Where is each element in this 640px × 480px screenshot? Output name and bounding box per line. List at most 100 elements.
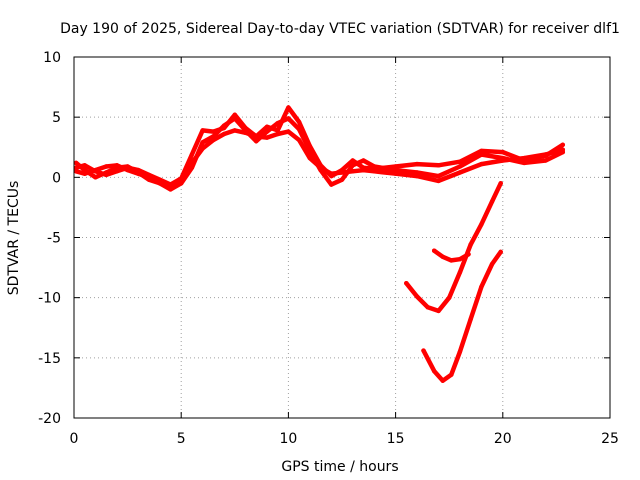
data-point xyxy=(421,348,426,353)
y-tick-label: 0 xyxy=(52,170,61,186)
data-point xyxy=(82,163,87,168)
data-point xyxy=(168,182,173,187)
data-point xyxy=(329,173,334,179)
data-point xyxy=(468,317,473,322)
x-tick-label: 5 xyxy=(177,431,186,447)
data-point xyxy=(440,378,445,383)
data-point xyxy=(157,177,162,182)
data-point xyxy=(73,160,79,166)
data-point xyxy=(329,182,334,187)
data-point xyxy=(447,295,452,300)
data-point xyxy=(414,294,420,299)
data-point xyxy=(543,153,548,158)
data-point xyxy=(432,368,437,374)
x-tick-label: 25 xyxy=(601,431,619,447)
y-tick-label: 5 xyxy=(52,110,61,126)
data-point xyxy=(307,143,312,149)
data-point xyxy=(543,158,548,163)
x-tick-label: 20 xyxy=(494,431,512,447)
data-point xyxy=(361,158,366,163)
data-point xyxy=(264,124,270,129)
data-point xyxy=(339,167,345,173)
y-tick-label: -20 xyxy=(38,411,61,427)
data-point xyxy=(498,181,503,186)
data-point xyxy=(254,134,259,139)
data-point xyxy=(436,178,441,184)
data-point xyxy=(125,165,130,170)
data-point xyxy=(200,140,205,145)
data-point xyxy=(489,261,495,267)
data-point xyxy=(296,137,302,143)
data-point xyxy=(264,135,270,140)
data-point xyxy=(254,139,259,144)
data-point xyxy=(425,305,430,310)
data-point xyxy=(457,257,463,262)
data-point xyxy=(436,308,441,314)
data-point xyxy=(339,177,345,182)
x-axis-label: GPS time / hours xyxy=(281,459,398,475)
data-point xyxy=(457,270,463,275)
data-point xyxy=(221,125,227,131)
data-point xyxy=(136,167,141,173)
data-point xyxy=(179,181,184,186)
data-point xyxy=(146,172,152,178)
data-point xyxy=(479,222,484,227)
data-point xyxy=(560,142,565,147)
data-point xyxy=(318,163,323,168)
data-point xyxy=(286,105,291,110)
data-point xyxy=(479,161,484,167)
series-group xyxy=(73,105,566,383)
data-point xyxy=(372,166,377,172)
data-point xyxy=(522,158,527,163)
data-point xyxy=(350,158,355,163)
axis-ticks: 0 5 10 15 20 25 -20 -15 -10 -5 0 5 10 xyxy=(38,50,619,447)
chart-title: Day 190 of 2025, Sidereal Day-to-day VTE… xyxy=(60,21,620,37)
data-point xyxy=(211,129,216,134)
data-point xyxy=(466,252,471,257)
data-point xyxy=(457,159,463,164)
data-point xyxy=(479,284,484,289)
data-point xyxy=(211,134,216,139)
data-point xyxy=(479,148,484,154)
data-point xyxy=(114,169,120,174)
y-tick-label: 10 xyxy=(43,50,61,66)
data-point xyxy=(489,199,495,204)
data-point xyxy=(93,175,98,180)
x-tick-label: 15 xyxy=(387,431,405,447)
data-point xyxy=(457,349,463,354)
data-point xyxy=(104,164,109,169)
data-point xyxy=(500,149,505,155)
x-tick-label: 0 xyxy=(70,431,79,447)
data-point xyxy=(179,176,184,181)
data-point xyxy=(440,254,445,259)
data-point xyxy=(275,128,280,133)
data-point xyxy=(286,129,291,134)
y-tick-label: -15 xyxy=(38,351,61,367)
data-point xyxy=(243,125,248,131)
data-point xyxy=(449,258,454,263)
data-point xyxy=(200,128,205,133)
data-point xyxy=(189,152,195,157)
data-point xyxy=(168,187,173,192)
data-point xyxy=(414,170,420,175)
data-point xyxy=(414,161,420,167)
y-tick-label: -10 xyxy=(38,291,61,307)
data-point xyxy=(436,173,441,179)
data-point xyxy=(296,119,302,125)
data-point xyxy=(286,116,291,121)
data-point xyxy=(232,128,237,133)
data-point xyxy=(404,281,409,286)
data-point xyxy=(393,171,398,176)
data-point xyxy=(449,372,454,377)
data-point xyxy=(393,164,398,169)
data-point xyxy=(393,167,398,173)
data-point xyxy=(500,155,505,161)
data-point xyxy=(82,167,87,173)
data-point xyxy=(468,242,473,247)
data-point xyxy=(414,173,420,179)
data-point xyxy=(436,163,441,168)
data-point xyxy=(221,131,227,137)
grid xyxy=(74,57,610,418)
data-point xyxy=(73,165,79,170)
